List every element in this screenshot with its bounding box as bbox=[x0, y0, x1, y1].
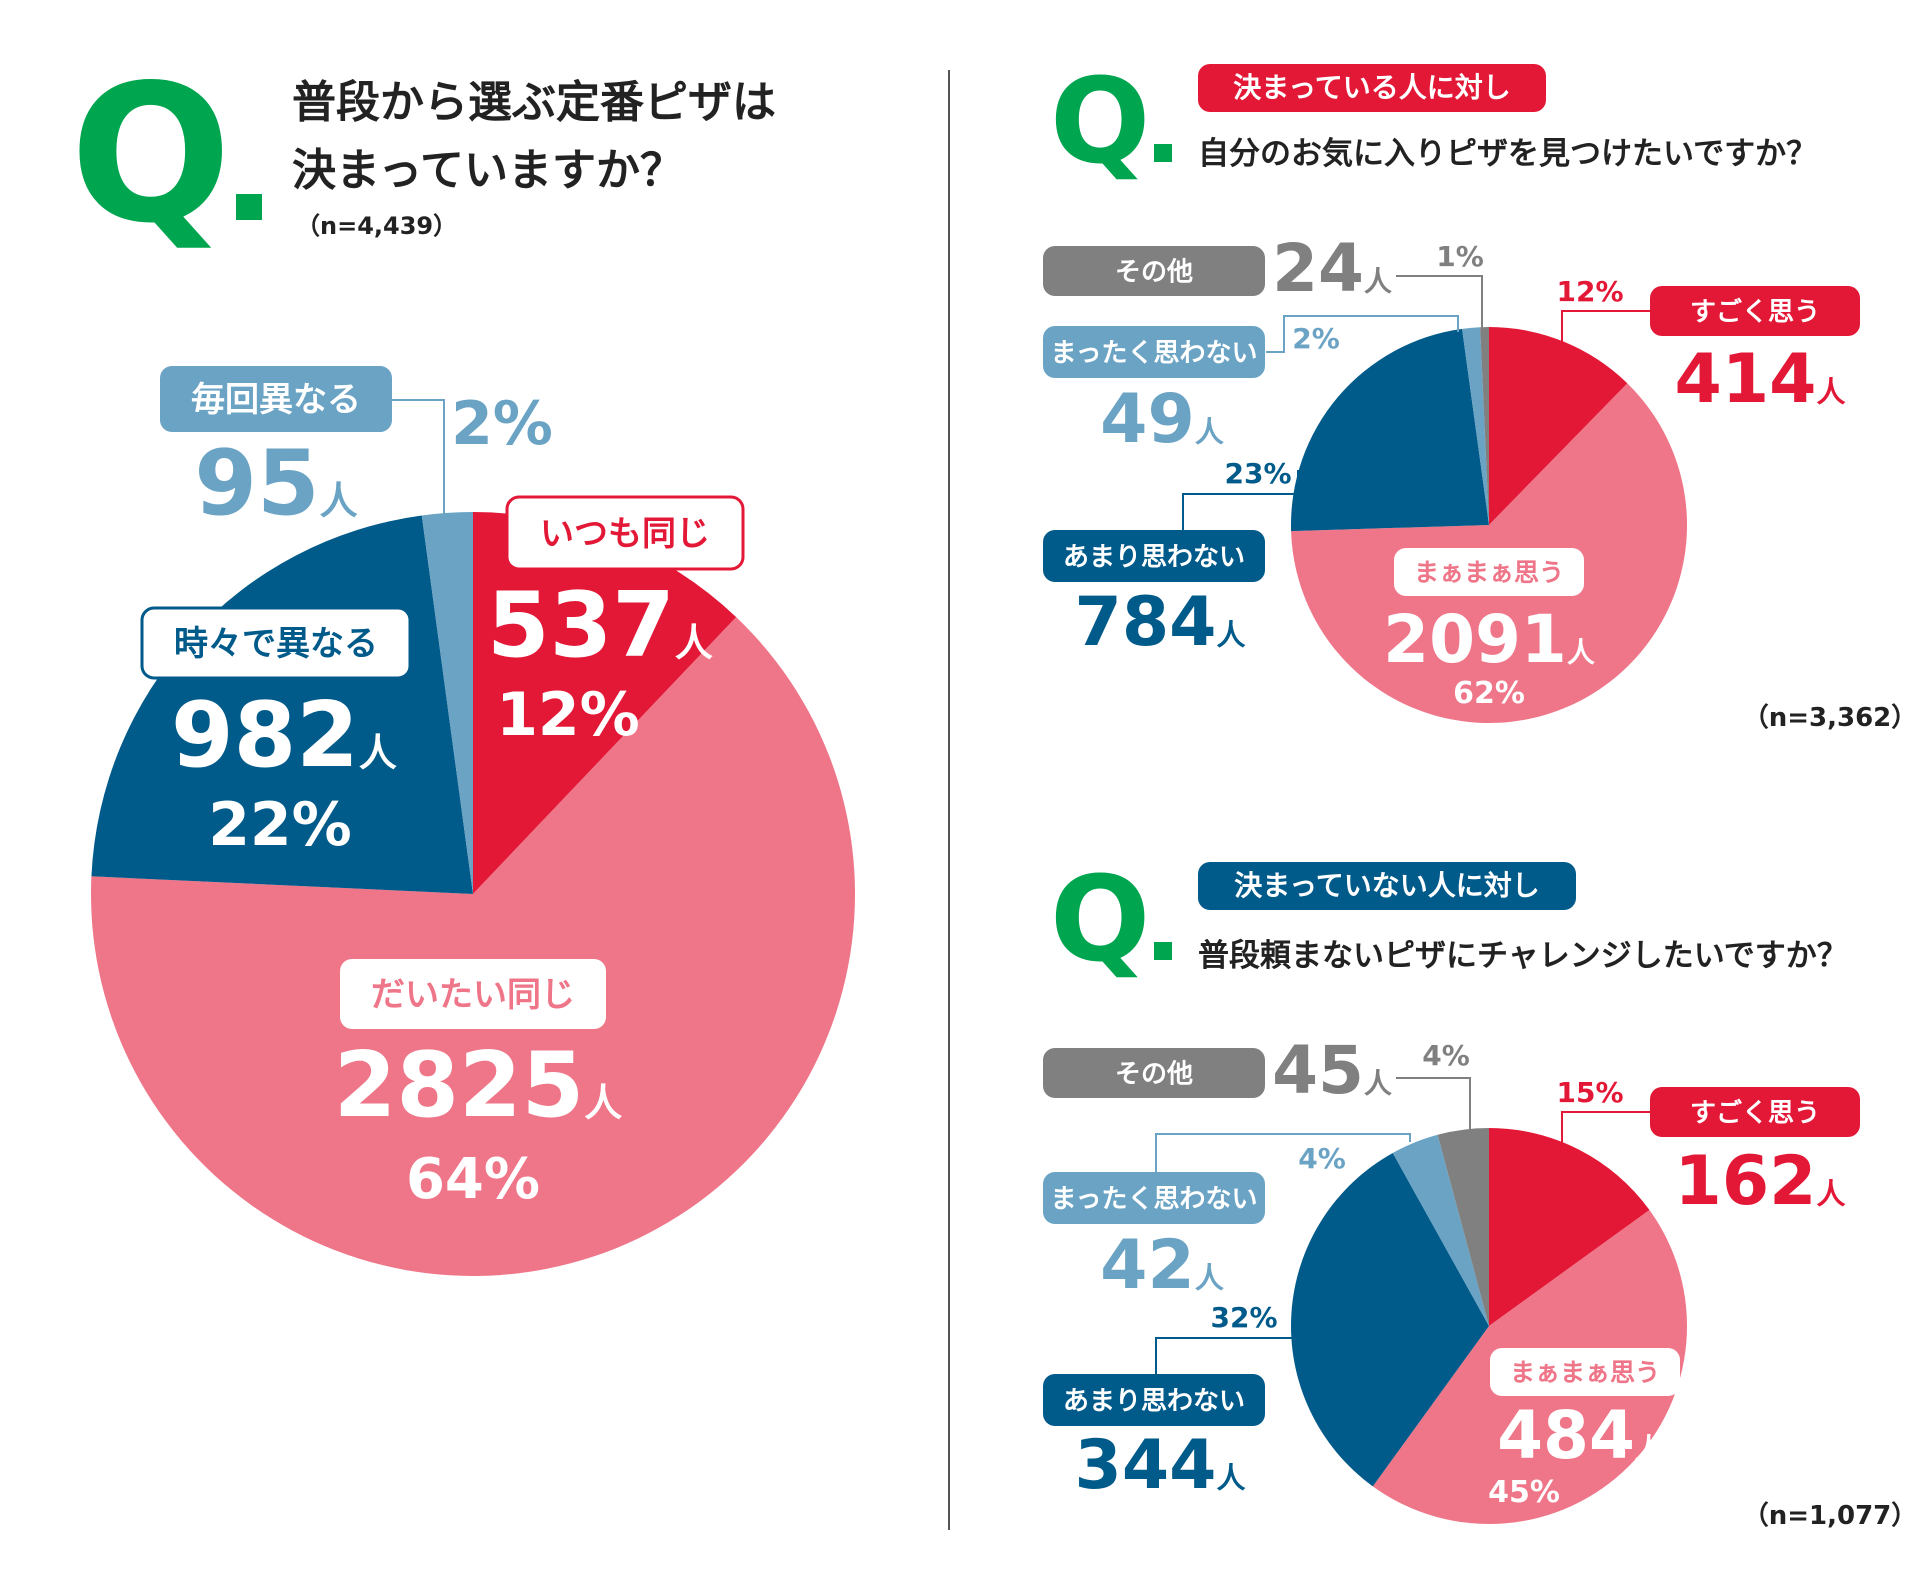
chart1-label-daitai bbox=[340, 959, 606, 1029]
q3-dot bbox=[1154, 942, 1173, 960]
chart3-label-maamaa bbox=[1490, 1348, 1680, 1396]
chart2-slice-2 bbox=[1290, 328, 1489, 532]
chart3-pct-sugoku: 15% bbox=[1556, 1076, 1623, 1109]
q1-sample-size: （n=4,439） bbox=[296, 212, 458, 240]
chart3-leader-mattaku bbox=[1155, 1133, 1411, 1172]
q2-question: 自分のお気に入りピザを見つけたいですか？ bbox=[1198, 136, 1818, 172]
chart1-slice-1 bbox=[91, 617, 855, 1276]
chart3-slice-4 bbox=[1437, 1128, 1489, 1326]
chart2-leader-sugoku bbox=[1561, 310, 1650, 360]
chart2-label-mattaku bbox=[1043, 326, 1265, 378]
chart3-pct-amari: 32% bbox=[1210, 1301, 1277, 1334]
chart3-leader-amari bbox=[1155, 1320, 1299, 1374]
chart1-label-maikai-text: 毎回異なる bbox=[191, 380, 361, 420]
q1-question-line1: 普段から選ぶ定番ピザは bbox=[292, 77, 776, 128]
chart3-count-sugoku: 162人 bbox=[1675, 1142, 1846, 1221]
chart2-leader-sonota bbox=[1396, 275, 1483, 330]
chart2-label-sonota-text: その他 bbox=[1115, 257, 1193, 287]
chart1-label-tokidoki bbox=[140, 606, 412, 680]
chart2-label-mattaku-text: まったく思わない bbox=[1051, 338, 1258, 368]
chart2-slice-4 bbox=[1480, 327, 1489, 525]
q1-mark: Q bbox=[70, 60, 262, 250]
q2-mark: Q bbox=[1050, 62, 1173, 180]
chart3-label-sugoku bbox=[1650, 1087, 1860, 1137]
q1-dot bbox=[235, 194, 262, 220]
chart2-count-maamaa: 2091人 bbox=[1383, 601, 1595, 678]
chart3-count-amari: 344人 bbox=[1075, 1426, 1246, 1505]
chart2-label-sonota bbox=[1043, 246, 1265, 296]
q3-question: 普段頼まないピザにチャレンジしたいですか？ bbox=[1198, 938, 1848, 974]
q2-dot bbox=[1154, 144, 1173, 162]
chart3-slice-0 bbox=[1489, 1128, 1650, 1326]
chart2-label-sugoku bbox=[1650, 286, 1860, 336]
chart1-label-daitai-text: だいたい同じ bbox=[371, 975, 575, 1015]
chart2-leader-mattaku bbox=[1266, 315, 1459, 353]
chart2-label-amari-text: あまり思わない bbox=[1063, 542, 1245, 572]
chart1-count-itsumo: 537人 bbox=[487, 573, 713, 678]
chart1-label-itsumo bbox=[505, 495, 745, 571]
q3-letter: Q bbox=[1050, 850, 1151, 988]
chart3-leader-sonota bbox=[1396, 1077, 1471, 1132]
chart2-pct-sugoku: 12% bbox=[1556, 275, 1623, 308]
q3-mark: Q bbox=[1050, 860, 1173, 978]
chart1-count-daitai: 2825人 bbox=[334, 1033, 623, 1138]
chart3-slice-2 bbox=[1291, 1152, 1489, 1487]
chart2-sample: （n=3,362） bbox=[1743, 703, 1918, 733]
chart3-slice-3 bbox=[1392, 1134, 1489, 1326]
chart3-label-maamaa-text: まぁまぁ思う bbox=[1510, 1358, 1660, 1387]
chart1-pct-itsumo: 12% bbox=[496, 680, 640, 750]
chart1-label-itsumo-text: いつも同じ bbox=[540, 514, 710, 554]
chart3-count-maamaa: 484人 bbox=[1497, 1397, 1663, 1474]
chart3-pct-mattaku: 4% bbox=[1298, 1142, 1346, 1175]
chart2-count-amari: 784人 bbox=[1075, 583, 1246, 662]
chart2-count-mattaku: 49人 bbox=[1100, 380, 1224, 459]
chart3-label-sonota-text: その他 bbox=[1115, 1059, 1193, 1089]
chart1-label-maikai bbox=[160, 366, 392, 432]
chart2-pct-mattaku: 2% bbox=[1292, 322, 1340, 355]
chart3-count-sonota: 45人 bbox=[1272, 1032, 1392, 1109]
chart1-count-maikai: 95人 bbox=[194, 431, 357, 536]
chart1-slice-3 bbox=[421, 512, 473, 894]
chart2-pct-sonota: 1% bbox=[1436, 240, 1484, 273]
chart2-label-amari bbox=[1043, 530, 1265, 582]
chart2-count-sonota: 24人 bbox=[1272, 230, 1392, 307]
q2-tag: 決まっている人に対し bbox=[1198, 64, 1546, 112]
chart3-label-mattaku-text: まったく思わない bbox=[1051, 1184, 1258, 1214]
chart2-label-maamaa bbox=[1394, 548, 1584, 596]
chart2-pct-maamaa: 62% bbox=[1453, 676, 1525, 711]
chart1-pct-maikai: 2% bbox=[451, 389, 553, 459]
chart1-count-tokidoki: 982人 bbox=[171, 683, 397, 788]
chart2-slice-3 bbox=[1462, 327, 1489, 525]
chart3-label-sonota bbox=[1043, 1048, 1265, 1098]
chart3-pct-sonota: 4% bbox=[1422, 1039, 1470, 1072]
panel-divider bbox=[948, 70, 950, 1530]
chart2-label-sugoku-text: すごく思う bbox=[1690, 296, 1820, 327]
chart2-leader-amari bbox=[1182, 470, 1299, 530]
chart1-pct-tokidoki: 22% bbox=[208, 790, 352, 860]
chart3-leader-sugoku bbox=[1561, 1111, 1650, 1160]
q1-letter: Q bbox=[70, 44, 232, 265]
q2-letter: Q bbox=[1050, 52, 1151, 190]
chart3-label-amari bbox=[1043, 1374, 1265, 1426]
chart2-label-maamaa-text: まぁまぁ思う bbox=[1414, 558, 1564, 587]
chart3-count-mattaku: 42人 bbox=[1100, 1226, 1224, 1305]
chart3-label-sugoku-text: すごく思う bbox=[1690, 1097, 1820, 1128]
chart1-leader-maikai bbox=[358, 399, 445, 520]
chart1-pct-daitai: 64% bbox=[406, 1147, 540, 1212]
chart2-pct-amari: 23% bbox=[1224, 457, 1291, 490]
chart1-label-tokidoki-text: 時々で異なる bbox=[174, 624, 378, 664]
chart3-label-mattaku bbox=[1043, 1172, 1265, 1224]
chart3-pct-maamaa: 45% bbox=[1488, 1475, 1560, 1510]
q1-question-line2: 決まっていますか？ bbox=[292, 145, 685, 196]
chart2-count-sugoku: 414人 bbox=[1675, 340, 1846, 419]
q3-tag: 決まっていない人に対し bbox=[1198, 862, 1576, 910]
chart3-label-amari-text: あまり思わない bbox=[1063, 1386, 1245, 1416]
chart1-slice-0 bbox=[473, 512, 737, 894]
chart3-sample: （n=1,077） bbox=[1743, 1501, 1918, 1531]
chart2-slice-0 bbox=[1489, 326, 1628, 525]
